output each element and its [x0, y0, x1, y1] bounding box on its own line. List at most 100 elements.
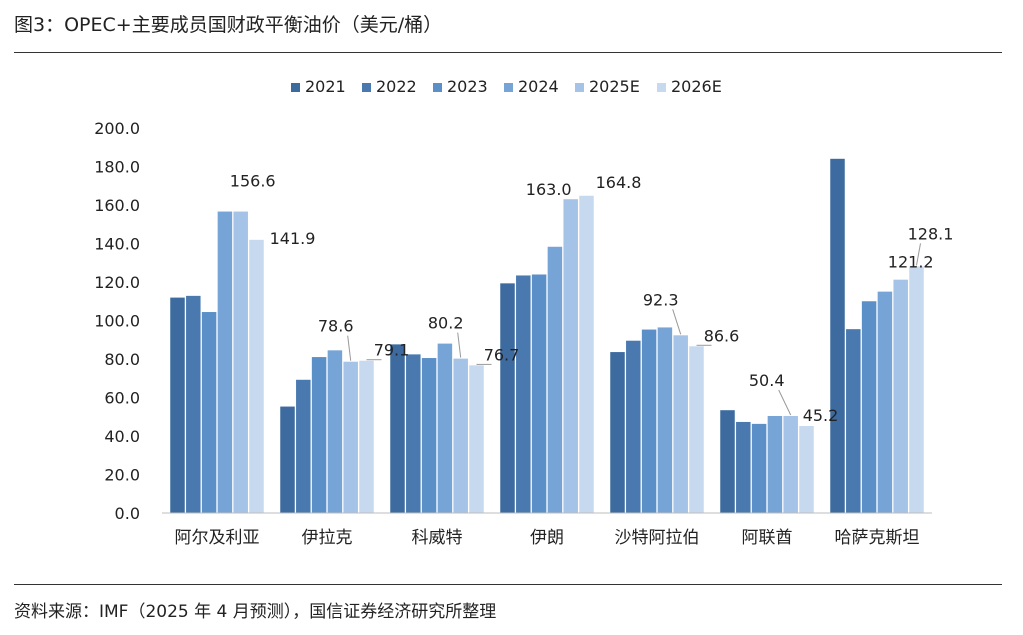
bar-2022	[626, 340, 641, 513]
x-tick-label: 伊朗	[530, 528, 564, 548]
data-label: 86.6	[704, 326, 740, 345]
bar-2023	[421, 358, 437, 513]
bar-2025E	[233, 211, 248, 514]
y-tick-label: 40.0	[104, 427, 140, 446]
bar-2025E	[453, 358, 468, 513]
y-tick-label: 120.0	[94, 273, 140, 292]
legend-label: 2025E	[589, 77, 640, 96]
y-axis: 0.0 20.0 40.0 60.0 80.0 100.0 120.0 140.0 160.0 1…	[94, 119, 140, 523]
bar-2023	[311, 357, 327, 513]
bar-2025E	[563, 199, 578, 514]
data-label: 80.2	[428, 314, 464, 333]
data-label-leader	[347, 335, 352, 361]
bar-2026E	[799, 425, 814, 513]
top-rule	[14, 52, 1002, 53]
y-tick-label: 180.0	[94, 158, 140, 177]
bars	[170, 158, 924, 514]
x-tick-label: 伊拉克	[302, 528, 353, 548]
data-label: 50.4	[749, 371, 785, 390]
bar-2022	[406, 354, 421, 513]
source-note: 资料来源：IMF（2025 年 4 月预测），国信证券经济研究所整理	[14, 602, 497, 622]
bar-2024	[657, 327, 673, 513]
bar-2023	[531, 274, 547, 513]
data-label: 156.6	[230, 172, 276, 191]
legend-swatch	[504, 83, 513, 92]
bar-2023	[751, 423, 767, 513]
bar-chart: 2021 2022 2023 2024 2025E 2026E 0.0 20.0 40.0 60…	[94, 77, 954, 548]
y-tick-label: 80.0	[104, 350, 140, 369]
y-tick-label: 0.0	[115, 504, 140, 523]
data-label-leader	[457, 332, 462, 358]
y-tick-label: 60.0	[104, 389, 140, 408]
bar-2026E	[469, 365, 484, 513]
bar-2023	[201, 312, 217, 513]
data-label-leader	[916, 243, 921, 266]
bar-2026E	[579, 195, 594, 513]
legend-swatch	[291, 83, 300, 92]
x-tick-label: 科威特	[412, 528, 463, 548]
data-label: 79.1	[374, 341, 410, 360]
bar-2025E	[783, 415, 798, 513]
y-tick-label: 160.0	[94, 196, 140, 215]
figure-title: 图3：OPEC+主要成员国财政平衡油价（美元/桶）	[14, 14, 443, 36]
legend-swatch	[362, 83, 371, 92]
bar-2022	[736, 421, 751, 513]
bar-2021	[500, 283, 515, 513]
data-label: 163.0	[526, 180, 572, 199]
data-label: 78.6	[318, 317, 354, 336]
data-label: 141.9	[270, 229, 316, 248]
bar-2023	[861, 301, 877, 513]
y-tick-label: 20.0	[104, 466, 140, 485]
data-label: 164.8	[596, 173, 642, 192]
bar-2023	[641, 329, 657, 513]
data-label: 121.2	[888, 253, 934, 272]
bar-2021	[280, 406, 295, 513]
bar-2025E	[893, 279, 908, 513]
y-tick-label: 100.0	[94, 312, 140, 331]
bar-2026E	[689, 346, 704, 513]
legend-label: 2023	[447, 77, 488, 96]
data-label-leader	[672, 309, 682, 335]
bar-2024	[767, 415, 783, 513]
bar-2021	[390, 344, 405, 513]
bar-2022	[296, 379, 311, 513]
legend-label: 2022	[376, 77, 417, 96]
legend-label: 2026E	[671, 77, 722, 96]
x-tick-label: 哈萨克斯坦	[835, 528, 920, 548]
bar-2025E	[673, 335, 688, 513]
bottom-rule	[14, 584, 1002, 585]
bar-2025E	[343, 361, 358, 513]
bar-2026E	[359, 360, 374, 513]
bar-2024	[327, 350, 343, 513]
bar-2024	[547, 246, 563, 513]
bar-2022	[846, 329, 861, 513]
legend-label: 2024	[518, 77, 559, 96]
data-label: 76.7	[484, 345, 520, 364]
data-label: 128.1	[908, 224, 954, 243]
data-label: 92.3	[643, 290, 679, 309]
bar-2022	[516, 275, 531, 513]
x-axis: 阿尔及利亚 伊拉克 科威特 伊朗 沙特阿拉伯 阿联酋 哈萨克斯坦	[162, 512, 932, 548]
bar-2022	[186, 295, 201, 513]
y-tick-label: 140.0	[94, 235, 140, 254]
y-tick-label: 200.0	[94, 119, 140, 138]
bar-2024	[437, 343, 453, 513]
legend-swatch	[657, 83, 666, 92]
bar-2021	[170, 297, 185, 513]
x-tick-label: 沙特阿拉伯	[615, 528, 700, 548]
data-label: 45.2	[803, 406, 839, 425]
data-label-leader	[778, 389, 792, 416]
data-labels: 156.6 141.9 78.6 79.1 80.2 76.7 163.0 164.8 92.3…	[230, 172, 954, 426]
legend-swatch	[575, 83, 584, 92]
legend-label: 2021	[305, 77, 346, 96]
x-tick-label: 阿联酋	[742, 528, 793, 548]
bar-2024	[877, 291, 893, 513]
x-tick-label: 阿尔及利亚	[175, 528, 260, 548]
bar-2026E	[909, 266, 924, 513]
chart-legend: 2021 2022 2023 2024 2025E 2026E	[291, 77, 722, 96]
bar-2021	[720, 410, 735, 513]
bar-2026E	[249, 239, 264, 513]
legend-swatch	[433, 83, 442, 92]
bar-2024	[217, 211, 233, 514]
bar-2021	[830, 158, 845, 514]
